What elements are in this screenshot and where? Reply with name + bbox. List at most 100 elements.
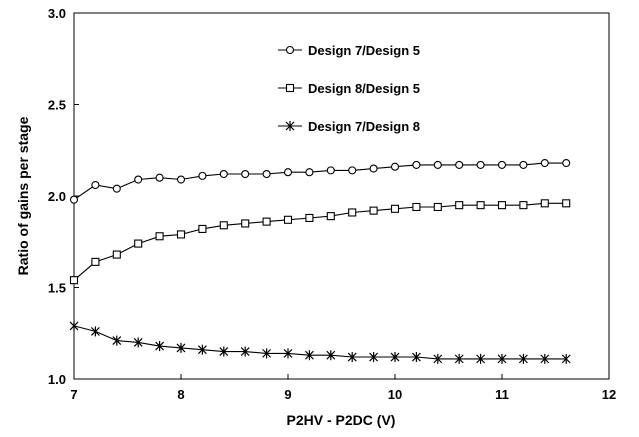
legend: Design 7/Design 5 Design 8/Design 5 Design… bbox=[278, 43, 420, 134]
x-tick-label: 12 bbox=[602, 387, 616, 402]
data-point bbox=[69, 320, 79, 331]
data-point bbox=[390, 162, 400, 171]
legend-marker bbox=[285, 45, 295, 55]
y-axis-title: Ratio of gains per stage bbox=[15, 116, 31, 275]
data-point bbox=[518, 353, 528, 364]
x-tick-label: 9 bbox=[284, 387, 291, 402]
data-point bbox=[241, 169, 250, 179]
data-point bbox=[347, 352, 357, 363]
data-point bbox=[412, 160, 421, 169]
series-1 bbox=[69, 159, 571, 204]
data-point bbox=[369, 164, 378, 173]
data-point bbox=[540, 199, 549, 208]
series-3 bbox=[69, 320, 571, 364]
data-point bbox=[198, 171, 207, 180]
legend-label: Design 7/Design 8 bbox=[308, 119, 420, 134]
legend-item: Design 7/Design 8 bbox=[278, 119, 420, 134]
data-point bbox=[390, 204, 400, 213]
data-point bbox=[476, 160, 485, 169]
data-point bbox=[454, 353, 464, 364]
data-point bbox=[519, 201, 528, 210]
data-point bbox=[326, 350, 336, 361]
data-point bbox=[369, 206, 378, 215]
data-point bbox=[69, 195, 79, 204]
data-point bbox=[305, 213, 314, 223]
data-point bbox=[176, 175, 186, 184]
legend-label: Design 8/Design 5 bbox=[308, 81, 420, 96]
data-point bbox=[326, 166, 335, 175]
data-point bbox=[433, 202, 442, 212]
data-point bbox=[219, 169, 228, 179]
data-point bbox=[412, 202, 421, 212]
data-point bbox=[540, 353, 550, 364]
data-point bbox=[433, 353, 443, 364]
y-tick-label: 2.0 bbox=[48, 189, 66, 204]
data-point bbox=[497, 353, 507, 364]
data-point bbox=[240, 346, 250, 357]
plot-area bbox=[73, 12, 610, 380]
data-point bbox=[455, 201, 464, 210]
y-axis: 1.0 1.5 2.0 2.5 3.0 bbox=[48, 6, 79, 387]
data-point bbox=[283, 348, 293, 359]
data-point bbox=[197, 344, 207, 355]
data-point bbox=[304, 350, 314, 361]
data-point bbox=[305, 168, 314, 177]
x-axis: 7 8 9 10 11 12 bbox=[70, 374, 616, 402]
data-point bbox=[562, 159, 571, 168]
data-point bbox=[262, 169, 271, 179]
data-point bbox=[112, 184, 121, 193]
data-point bbox=[540, 159, 549, 168]
legend-marker bbox=[285, 121, 295, 131]
data-point bbox=[262, 217, 271, 226]
data-point bbox=[176, 342, 186, 353]
series-line bbox=[73, 202, 567, 281]
series-layer bbox=[69, 159, 571, 364]
data-point bbox=[476, 353, 486, 364]
x-tick-label: 7 bbox=[70, 387, 77, 402]
legend-item: Design 7/Design 5 bbox=[278, 43, 420, 58]
data-point bbox=[455, 160, 464, 169]
data-point bbox=[219, 346, 229, 357]
data-point bbox=[283, 215, 293, 224]
data-point bbox=[133, 337, 143, 348]
series-line bbox=[73, 162, 567, 201]
y-tick-label: 3.0 bbox=[48, 6, 66, 21]
data-point bbox=[155, 232, 164, 241]
data-point bbox=[241, 219, 250, 228]
data-point bbox=[411, 352, 421, 363]
legend-label: Design 7/Design 5 bbox=[308, 43, 420, 58]
data-point bbox=[69, 276, 79, 285]
data-point bbox=[262, 348, 272, 359]
series-line bbox=[73, 325, 567, 360]
data-point bbox=[390, 352, 400, 363]
x-tick-label: 10 bbox=[388, 387, 402, 402]
data-point bbox=[198, 224, 207, 233]
y-tick-label: 1.0 bbox=[48, 372, 66, 387]
data-point bbox=[90, 326, 100, 337]
x-axis-title: P2HV - P2DC (V) bbox=[287, 412, 396, 428]
x-tick-label: 8 bbox=[177, 387, 184, 402]
data-point bbox=[134, 239, 143, 248]
data-point bbox=[112, 250, 121, 259]
data-point bbox=[219, 221, 228, 230]
data-point bbox=[326, 212, 335, 221]
data-point bbox=[134, 175, 143, 184]
data-point bbox=[497, 201, 507, 210]
data-point bbox=[561, 353, 571, 364]
data-point bbox=[562, 199, 571, 208]
x-tick-label: 11 bbox=[495, 387, 509, 402]
data-point bbox=[519, 160, 528, 169]
data-point bbox=[497, 160, 507, 169]
legend-marker bbox=[285, 83, 295, 93]
data-point bbox=[91, 257, 100, 266]
data-point bbox=[348, 208, 357, 217]
y-tick-label: 2.5 bbox=[48, 98, 66, 113]
data-point bbox=[155, 173, 164, 182]
data-point bbox=[476, 201, 485, 210]
y-tick-label: 1.5 bbox=[48, 281, 66, 296]
data-point bbox=[112, 335, 122, 346]
data-point bbox=[433, 160, 442, 169]
data-point bbox=[369, 352, 379, 363]
data-point bbox=[155, 341, 165, 352]
data-point bbox=[348, 166, 357, 175]
